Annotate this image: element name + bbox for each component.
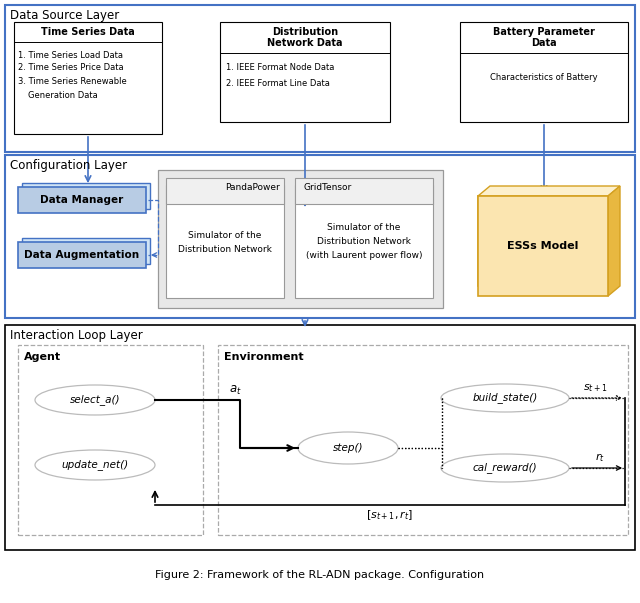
Bar — [295, 185, 433, 298]
Bar — [218, 345, 628, 535]
Bar — [14, 22, 162, 134]
Bar — [166, 178, 284, 204]
Bar — [220, 22, 390, 122]
Bar — [5, 325, 635, 550]
Bar — [5, 155, 635, 318]
Text: Simulator of the: Simulator of the — [188, 230, 262, 239]
Text: Agent: Agent — [24, 352, 61, 362]
Text: GridTensor: GridTensor — [304, 183, 352, 192]
Ellipse shape — [298, 432, 398, 464]
Polygon shape — [478, 186, 620, 196]
Text: step(): step() — [333, 443, 364, 453]
Bar — [5, 5, 635, 152]
Text: 2. IEEE Format Line Data: 2. IEEE Format Line Data — [226, 78, 330, 87]
Polygon shape — [608, 186, 620, 296]
Text: Data Manager: Data Manager — [40, 195, 124, 205]
Text: Distribution: Distribution — [272, 27, 338, 37]
Text: $s_{t+1}$: $s_{t+1}$ — [582, 382, 607, 394]
Text: Configuration Layer: Configuration Layer — [10, 159, 127, 171]
Bar — [166, 185, 284, 298]
Text: Data Augmentation: Data Augmentation — [24, 250, 140, 260]
Bar — [158, 170, 443, 308]
Text: $r_t$: $r_t$ — [595, 452, 605, 464]
Bar — [22, 238, 150, 264]
Text: Figure 2: Framework of the RL-ADN package. Configuration: Figure 2: Framework of the RL-ADN packag… — [156, 570, 484, 580]
Text: Generation Data: Generation Data — [28, 90, 98, 99]
Text: ESSs Model: ESSs Model — [508, 241, 579, 251]
Text: cal_reward(): cal_reward() — [473, 463, 538, 473]
Bar — [478, 196, 608, 296]
Text: build_state(): build_state() — [472, 393, 538, 403]
Bar — [18, 242, 146, 268]
Text: Data: Data — [531, 38, 557, 48]
Bar — [295, 178, 433, 204]
Ellipse shape — [441, 384, 569, 412]
Text: Data Source Layer: Data Source Layer — [10, 8, 119, 22]
Bar — [18, 345, 203, 535]
Text: Battery Parameter: Battery Parameter — [493, 27, 595, 37]
Text: 1. IEEE Format Node Data: 1. IEEE Format Node Data — [226, 63, 334, 72]
Bar — [478, 196, 608, 286]
Text: 3. Time Series Renewable: 3. Time Series Renewable — [18, 78, 127, 86]
Text: select_a(): select_a() — [70, 394, 120, 405]
Text: PandaPower: PandaPower — [225, 183, 280, 192]
Text: Network Data: Network Data — [268, 38, 343, 48]
Text: Characteristics of Battery: Characteristics of Battery — [490, 74, 598, 83]
Ellipse shape — [35, 450, 155, 480]
Text: Distribution Network: Distribution Network — [178, 244, 272, 253]
Text: Interaction Loop Layer: Interaction Loop Layer — [10, 329, 143, 341]
Text: 1. Time Series Load Data: 1. Time Series Load Data — [18, 51, 123, 60]
Bar — [22, 183, 150, 209]
Text: Distribution Network: Distribution Network — [317, 238, 411, 247]
Text: Environment: Environment — [224, 352, 303, 362]
Text: update_net(): update_net() — [61, 459, 129, 470]
Text: (with Laurent power flow): (with Laurent power flow) — [306, 251, 422, 260]
Text: 2. Time Series Price Data: 2. Time Series Price Data — [18, 63, 124, 72]
Text: $[s_{t+1}, r_t]$: $[s_{t+1}, r_t]$ — [367, 508, 413, 522]
Text: Time Series Data: Time Series Data — [41, 27, 135, 37]
Bar — [18, 187, 146, 213]
Ellipse shape — [35, 385, 155, 415]
Bar — [460, 22, 628, 122]
Text: Simulator of the: Simulator of the — [327, 224, 401, 233]
Ellipse shape — [441, 454, 569, 482]
Text: $a_t$: $a_t$ — [228, 384, 241, 397]
